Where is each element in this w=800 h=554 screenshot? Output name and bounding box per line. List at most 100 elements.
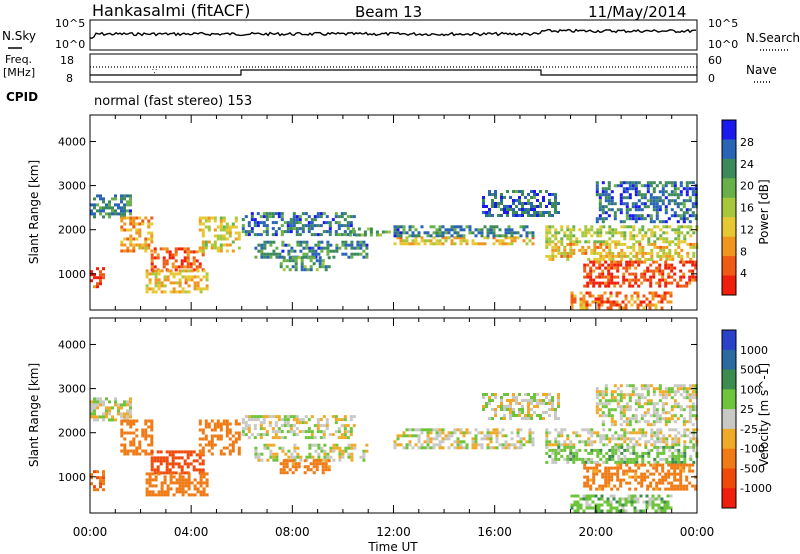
echo-cell <box>462 446 466 450</box>
echo-cell <box>482 408 485 411</box>
echo-cell <box>201 428 205 432</box>
echo-cell <box>658 281 662 285</box>
echo-cell <box>650 228 654 232</box>
echo-cell <box>340 418 344 422</box>
echo-cell <box>638 257 642 261</box>
echo-cell <box>691 405 695 409</box>
echo-cell <box>638 245 642 249</box>
echo-cell <box>531 231 535 235</box>
echo-cell <box>609 509 613 513</box>
echo-cell <box>132 440 136 444</box>
echo-cell <box>465 431 469 435</box>
echo-cell <box>280 424 284 428</box>
echo-cell <box>289 218 293 222</box>
echo-cell <box>154 475 158 479</box>
echo-cell <box>653 431 657 435</box>
echo-cell <box>154 493 158 497</box>
echo-cell <box>557 457 561 461</box>
echo-cell <box>664 417 668 421</box>
echo-cell <box>123 228 127 232</box>
echo-cell <box>668 254 672 258</box>
echo-cell <box>560 443 564 447</box>
echo-cell <box>590 431 594 435</box>
echo-cell <box>691 205 695 209</box>
echo-cell <box>247 418 251 422</box>
echo-cell <box>201 216 205 220</box>
echo-cell <box>343 436 347 440</box>
echo-cell <box>102 470 105 474</box>
echo-cell <box>593 240 597 244</box>
echo-cell <box>216 422 220 426</box>
echo-cell <box>154 269 158 273</box>
echo-cell <box>679 275 683 279</box>
echo-cell <box>623 237 627 241</box>
echo-cell <box>302 240 306 244</box>
echo-cell <box>616 399 620 403</box>
echo-cell <box>659 440 663 444</box>
echo-cell <box>250 415 254 419</box>
echo-cell <box>399 239 403 243</box>
echo-cell <box>489 440 493 444</box>
echo-cell <box>646 390 650 394</box>
echo-cell <box>616 475 620 479</box>
echo-cell <box>533 193 536 196</box>
echo-cell <box>569 231 573 235</box>
echo-cell <box>680 451 684 455</box>
echo-cell <box>450 225 454 229</box>
echo-cell <box>492 428 496 432</box>
echo-cell <box>652 269 656 273</box>
echo-cell <box>293 455 297 459</box>
echo-cell <box>653 443 657 447</box>
echo-cell <box>679 208 683 212</box>
echo-cell <box>589 278 593 282</box>
echo-cell <box>587 245 591 249</box>
echo-cell <box>584 225 588 229</box>
echo-cell <box>396 231 400 235</box>
echo-cell <box>659 437 663 441</box>
echo-cell <box>605 434 609 438</box>
echo-cell <box>253 415 257 419</box>
echo-cell <box>429 428 433 432</box>
echo-cell <box>147 231 151 235</box>
echo-cell <box>576 503 580 507</box>
echo-cell <box>640 275 644 279</box>
echo-cell <box>320 449 324 453</box>
echo-cell <box>441 431 445 435</box>
echo-cell <box>299 458 303 462</box>
echo-cell <box>135 228 139 232</box>
echo-cell <box>298 218 302 222</box>
echo-cell <box>99 403 102 407</box>
echo-cell <box>658 472 662 476</box>
echo-cell <box>420 239 424 243</box>
echo-cell <box>187 269 191 273</box>
echo-cell <box>456 428 460 432</box>
echo-cell <box>652 208 656 212</box>
echo-cell <box>334 421 338 425</box>
echo-cell <box>655 387 659 391</box>
echo-cell <box>297 462 301 466</box>
echo-cell <box>168 253 172 257</box>
echo-cell <box>646 420 650 424</box>
echo-cell <box>641 237 645 241</box>
echo-cell <box>598 281 602 285</box>
echo-cell <box>651 294 655 298</box>
echo-cell <box>646 487 650 491</box>
echo-cell <box>625 205 629 209</box>
echo-cell <box>126 403 129 407</box>
echo-cell <box>592 269 596 273</box>
echo-cell <box>685 284 689 288</box>
echo-cell <box>271 415 275 419</box>
echo-cell <box>207 216 211 220</box>
echo-cell <box>618 509 622 513</box>
echo-cell <box>222 225 226 229</box>
echo-cell <box>302 255 306 259</box>
echo-cell <box>96 403 99 407</box>
echo-cell <box>187 493 191 497</box>
echo-cell <box>628 487 632 491</box>
echo-cell <box>655 199 659 203</box>
echo-cell <box>166 487 170 491</box>
echo-cell <box>196 281 200 285</box>
echo-cell <box>198 262 202 266</box>
echo-cell <box>646 214 650 218</box>
echo-cell <box>636 306 640 310</box>
